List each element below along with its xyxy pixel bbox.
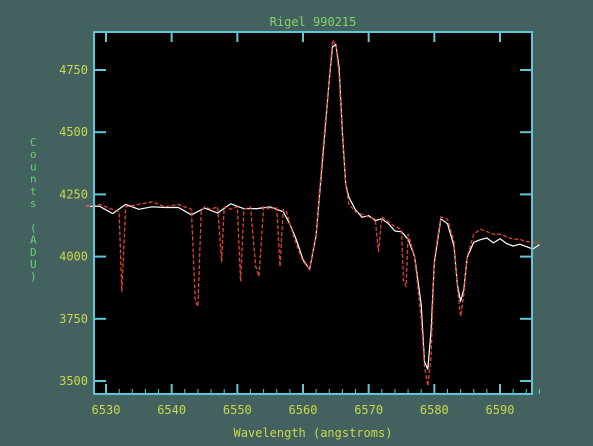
y-axis-ticks: 3500 3750 4000 4250 4500 4750 — [59, 63, 532, 388]
x-tick-label: 6590 — [486, 403, 515, 417]
x-tick-label: 6560 — [289, 403, 318, 417]
x-tick-label: 6540 — [157, 403, 186, 417]
plot-frame — [93, 31, 533, 395]
y-tick-label: 4250 — [59, 187, 88, 201]
y-tick-label: 4000 — [59, 250, 88, 264]
y-tick-label: 3500 — [59, 374, 88, 388]
y-tick-label: 3750 — [59, 312, 88, 326]
x-tick-label: 6550 — [223, 403, 252, 417]
x-axis-ticks: 6530 6540 6550 6560 6570 6580 6590 — [92, 32, 540, 417]
series-line-2 — [86, 39, 540, 387]
chart-title: Rigel 990215 — [270, 15, 357, 29]
series-line-1 — [86, 43, 540, 370]
plot-area — [94, 32, 532, 394]
y-tick-label: 4500 — [59, 125, 88, 139]
x-tick-label: 6570 — [354, 403, 383, 417]
y-tick-label: 4750 — [59, 63, 88, 77]
x-tick-label: 6580 — [420, 403, 449, 417]
x-tick-label: 6530 — [92, 403, 121, 417]
series-layer — [86, 39, 540, 387]
x-axis-label: Wavelength (angstroms) — [234, 426, 393, 440]
